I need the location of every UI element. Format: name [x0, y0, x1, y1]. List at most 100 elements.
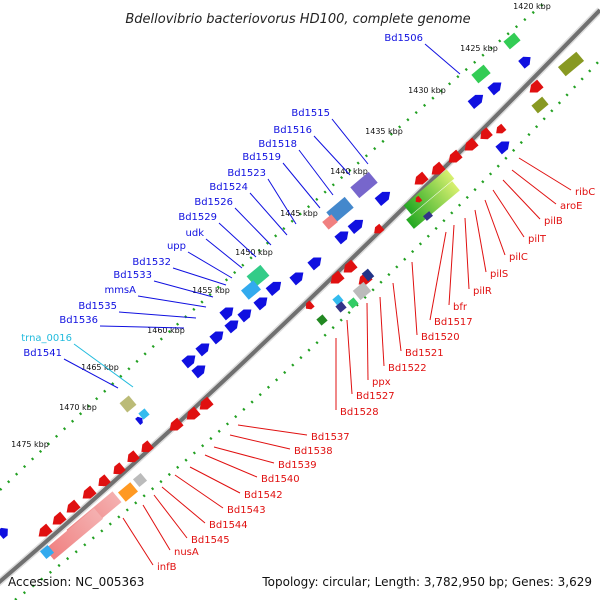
gene-name: ppx [372, 377, 391, 388]
gene-arrow [195, 343, 210, 357]
gene-arrow [480, 127, 493, 140]
gene-arrow [199, 396, 214, 410]
label-leader-line [137, 295, 207, 308]
gene-name: Bd1538 [294, 446, 333, 457]
gene-label: Bd1506 [384, 33, 461, 75]
label-leader-line [189, 466, 241, 494]
label-leader-line [518, 157, 572, 191]
gene-arrow [374, 223, 385, 234]
gene-name: Bd1542 [244, 490, 283, 501]
label-leader-line [99, 325, 185, 329]
gene-arrow [52, 511, 67, 525]
gene-label: Bd1532 [132, 257, 227, 286]
gene-name: Bd1516 [273, 125, 312, 136]
label-leader-line [474, 209, 487, 273]
kbp-tick-label: 1445 kbp [280, 209, 318, 218]
gene-name: Bd1519 [242, 152, 281, 163]
kbp-tick-label: 1465 kbp [81, 363, 119, 372]
gene-name: Bd1524 [209, 182, 248, 193]
gene-block [350, 171, 378, 199]
gene-name: Bd1518 [258, 139, 297, 150]
gene-arrow [169, 417, 184, 431]
gene-name: Bd1537 [311, 432, 350, 443]
label-leader-line [122, 517, 154, 566]
gene-block [335, 301, 347, 313]
gene-arrow [487, 82, 502, 96]
gene-arrow [237, 309, 252, 323]
gene-block [403, 169, 455, 215]
label-leader-line [234, 207, 272, 246]
gene-name: Bd1544 [209, 520, 248, 531]
gene-name: pilS [490, 269, 508, 280]
gene-name: pilR [473, 286, 492, 297]
gene-arrow [448, 149, 463, 163]
gene-label: Bd1538 [229, 434, 333, 457]
gene-block [39, 544, 55, 560]
gene-arrow [141, 440, 154, 453]
gene-block [138, 408, 150, 420]
gene-arrow [289, 272, 304, 286]
gene-block [322, 214, 338, 230]
label-leader-line [366, 302, 369, 381]
gene-label: Bd1527 [346, 319, 395, 402]
kbp-tick-label: 1430 kbp [408, 86, 446, 95]
kbp-tick-label: 1475 kbp [11, 440, 49, 449]
gene-name: Bd1541 [23, 348, 62, 359]
label-leader-line [205, 238, 243, 269]
gene-arrow [347, 219, 364, 234]
gene-arrow [415, 195, 423, 203]
gene-arrow [38, 523, 53, 537]
gene-block [347, 297, 359, 309]
gene-name: Bd1532 [132, 257, 171, 268]
gene-arrow [464, 137, 479, 151]
label-leader-line [464, 217, 470, 290]
gene-arrow [343, 259, 358, 273]
gene-label: Bd1522 [379, 296, 427, 374]
label-leader-line [282, 162, 321, 209]
gene-block [132, 472, 148, 488]
kbp-tick-label: 1455 kbp [192, 286, 230, 295]
gene-block [352, 281, 372, 301]
gene-label: Bd1516 [273, 125, 351, 176]
gene-features [0, 32, 585, 560]
label-leader-line [484, 199, 506, 256]
gene-arrow [307, 257, 322, 271]
kbp-tick-label: 1435 kbp [365, 127, 403, 136]
label-leader-line [63, 358, 119, 389]
gene-name: bfr [453, 302, 468, 313]
gene-label: Bd1543 [174, 474, 266, 516]
gene-block [471, 64, 491, 84]
label-leader-line [229, 434, 291, 450]
gene-name: aroE [560, 201, 582, 212]
label-leader-line [448, 224, 455, 306]
gene-name: pilB [544, 216, 563, 227]
gene-arrow [191, 365, 206, 379]
gene-label: Bd1524 [209, 182, 288, 236]
kbp-tick-label: 1440 kbp [330, 167, 368, 176]
gene-arrow [305, 300, 315, 310]
gene-arrow [0, 527, 8, 540]
gene-block [119, 395, 137, 413]
gene-label: pilR [464, 217, 492, 297]
label-leader-line [331, 118, 369, 165]
gene-arrow [135, 416, 143, 425]
label-leader-line [346, 319, 353, 395]
label-leader-line [298, 149, 334, 196]
gene-label: Bd1517 [429, 231, 473, 328]
label-leader-line [249, 192, 288, 236]
gene-block [361, 268, 375, 282]
gene-labels: Bd1506 Bd1515 Bd1516 Bd1518 Bd1519 Bd1523 Bd15… [21, 33, 595, 573]
gene-label: Bd1544 [161, 486, 248, 531]
gene-label: Bd1541 [23, 348, 119, 389]
gene-label: Bd1540 [204, 454, 300, 485]
gene-label: Bd1515 [291, 108, 369, 165]
gene-name: Bd1527 [356, 391, 395, 402]
kbp-tick-label: 1460 kbp [147, 326, 185, 335]
gene-label: Bd1520 [411, 261, 460, 343]
gene-name: Bd1540 [261, 474, 300, 485]
gene-name: infB [157, 562, 177, 573]
gene-arrow [186, 406, 201, 420]
gene-name: Bd1520 [421, 332, 460, 343]
